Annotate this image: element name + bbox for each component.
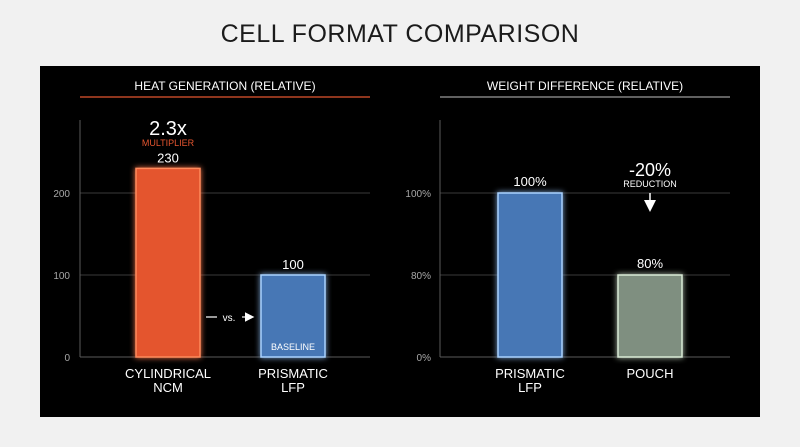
y-tick-label: 0 <box>64 353 70 364</box>
baseline-label: BASELINE <box>271 342 315 352</box>
bar <box>497 192 563 358</box>
chart-title-text: HEAT GENERATION (RELATIVE) <box>134 79 315 93</box>
bar-value-label: 230 <box>157 150 179 165</box>
bar-value-label: 80% <box>637 256 663 271</box>
y-tick-label: 80% <box>411 271 431 282</box>
y-tick-label: 200 <box>53 189 70 200</box>
charts-canvas: HEAT GENERATION (RELATIVE) 0 100 200 230 CYLI… <box>53 79 730 395</box>
x-tick-label: PRISMATIC <box>495 366 565 381</box>
x-tick-label: PRISMATIC <box>258 366 328 381</box>
chart-title-text: WEIGHT DIFFERENCE (RELATIVE) <box>487 79 683 93</box>
x-tick-label: CYLINDRICAL <box>125 366 211 381</box>
multiplier-label: MULTIPLIER <box>142 138 195 148</box>
chart-title: CELL FORMAT COMPARISON <box>220 20 580 48</box>
x-tick-label: POUCH <box>627 366 674 381</box>
bar <box>617 274 683 358</box>
y-tick-label: 100 <box>53 271 70 282</box>
reduction-value: -20% <box>629 160 671 180</box>
vs-label: vs. <box>223 313 236 324</box>
weight-difference-chart: WEIGHT DIFFERENCE (RELATIVE) 0% 80% 100% 100… <box>405 79 730 395</box>
bar-value-label: 100 <box>282 257 304 272</box>
bar <box>135 167 201 358</box>
heat-generation-chart: HEAT GENERATION (RELATIVE) 0 100 200 230 CYLI… <box>53 79 370 395</box>
multiplier-value: 2.3x <box>149 118 187 140</box>
bar <box>260 274 326 358</box>
y-tick-label: 0% <box>417 353 432 364</box>
y-tick-label: 100% <box>405 189 431 200</box>
chart-panel: HEAT GENERATION (RELATIVE) 0 100 200 230 CYLI… <box>40 66 760 417</box>
reduction-label: REDUCTION <box>623 179 677 189</box>
x-tick-label: LFP <box>518 380 542 395</box>
x-tick-label: NCM <box>153 380 183 395</box>
x-tick-label: LFP <box>281 380 305 395</box>
bar-value-label: 100% <box>513 174 547 189</box>
